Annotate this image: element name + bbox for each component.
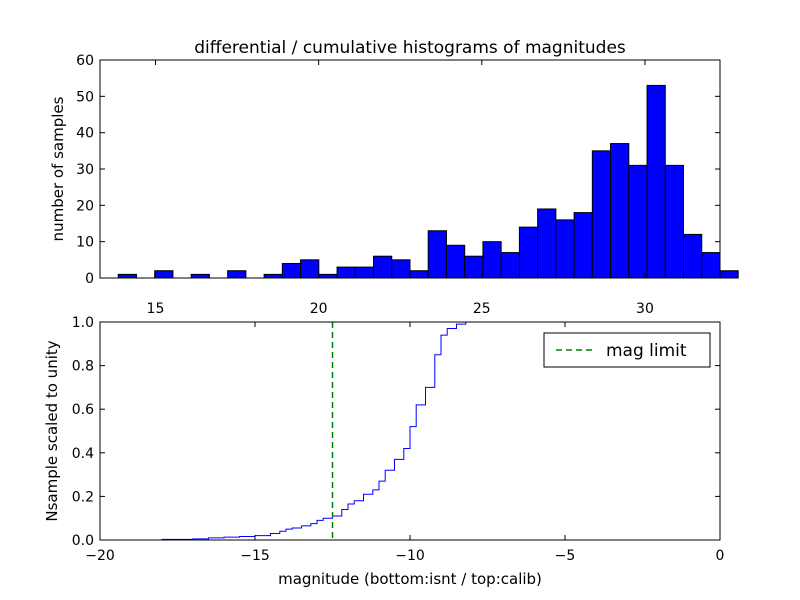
y-tick-label: 50 [76, 89, 94, 105]
x-tick-label: −5 [555, 548, 576, 564]
chart-title: differential / cumulative histograms of … [194, 38, 626, 58]
histogram-bar [537, 208, 557, 279]
y-tick-label: 40 [76, 126, 94, 142]
histogram-bar [591, 150, 612, 279]
histogram-bars [117, 84, 739, 279]
x-tick-label: −20 [85, 548, 115, 564]
cumulative-series-line [100, 321, 720, 541]
histogram-bar [518, 226, 539, 279]
y-tick-label: 20 [76, 198, 94, 214]
y-tick-label: 60 [76, 53, 94, 69]
x-tick-label: −10 [395, 548, 425, 564]
histogram-bar [500, 252, 520, 279]
bottom-y-axis-label: Nsample scaled to unity [43, 340, 61, 521]
y-tick-label: 1.0 [72, 315, 94, 331]
histogram-bar [427, 230, 447, 279]
x-tick-label: 15 [147, 301, 165, 317]
y-tick-label: 0.0 [72, 533, 94, 549]
y-tick-label: 0.8 [72, 359, 94, 375]
legend-label-mag-limit: mag limit [606, 341, 687, 361]
top-x-axis-ticks: 15 20 25 30 [147, 60, 654, 317]
histogram-bar [391, 259, 411, 279]
histogram-bar [555, 219, 575, 279]
histogram-bar [354, 266, 375, 279]
histogram-bar [300, 259, 320, 279]
histogram-bar [117, 273, 137, 279]
y-tick-label: 0 [85, 271, 94, 287]
histogram-bar [719, 270, 739, 279]
legend: mag limit [543, 332, 711, 368]
histogram-bar [664, 164, 685, 279]
histogram-bar [646, 84, 666, 279]
histogram-bar [464, 255, 484, 279]
y-tick-label: 30 [76, 162, 94, 178]
histogram-bar [701, 252, 721, 279]
x-tick-label: 25 [473, 301, 491, 317]
histogram-bar [445, 244, 466, 279]
histogram-bar [409, 270, 429, 279]
cumulative-histogram: −20 −15 −10 −5 0 0.0 0.2 0.4 0.6 0.8 1.0 magnitud… [43, 315, 724, 588]
histogram-bar [318, 273, 338, 279]
histogram-bar [190, 273, 210, 279]
top-y-axis-label: number of samples [49, 96, 67, 241]
differential-histogram: differential / cumulative histograms of … [49, 38, 739, 317]
histogram-bar [263, 273, 283, 279]
histogram-bar [573, 212, 593, 279]
histogram-bar [373, 255, 393, 279]
histogram-bar [610, 143, 630, 279]
histogram-bar [227, 270, 247, 279]
histogram-bar [281, 262, 302, 279]
histogram-bar [683, 233, 703, 279]
histogram-bar [336, 266, 356, 279]
x-tick-label: 0 [716, 548, 725, 564]
y-tick-label: 0.4 [72, 446, 94, 462]
top-y-axis-ticks: 0 10 20 30 40 50 60 [76, 53, 720, 287]
bottom-y-axis-ticks: 0.0 0.2 0.4 0.6 0.8 1.0 [72, 315, 720, 549]
bottom-x-axis-ticks: −20 −15 −10 −5 0 [85, 322, 724, 564]
histogram-bar [482, 241, 502, 279]
x-tick-label: 20 [310, 301, 328, 317]
bottom-x-axis-label: magnitude (bottom:isnt / top:calib) [278, 570, 542, 588]
y-tick-label: 0.2 [72, 489, 94, 505]
y-tick-label: 10 [76, 235, 94, 251]
x-tick-label: −15 [240, 548, 270, 564]
x-tick-label: 30 [636, 301, 654, 317]
histogram-bar [628, 164, 648, 279]
histogram-bar [154, 270, 174, 279]
y-tick-label: 0.6 [72, 402, 94, 418]
